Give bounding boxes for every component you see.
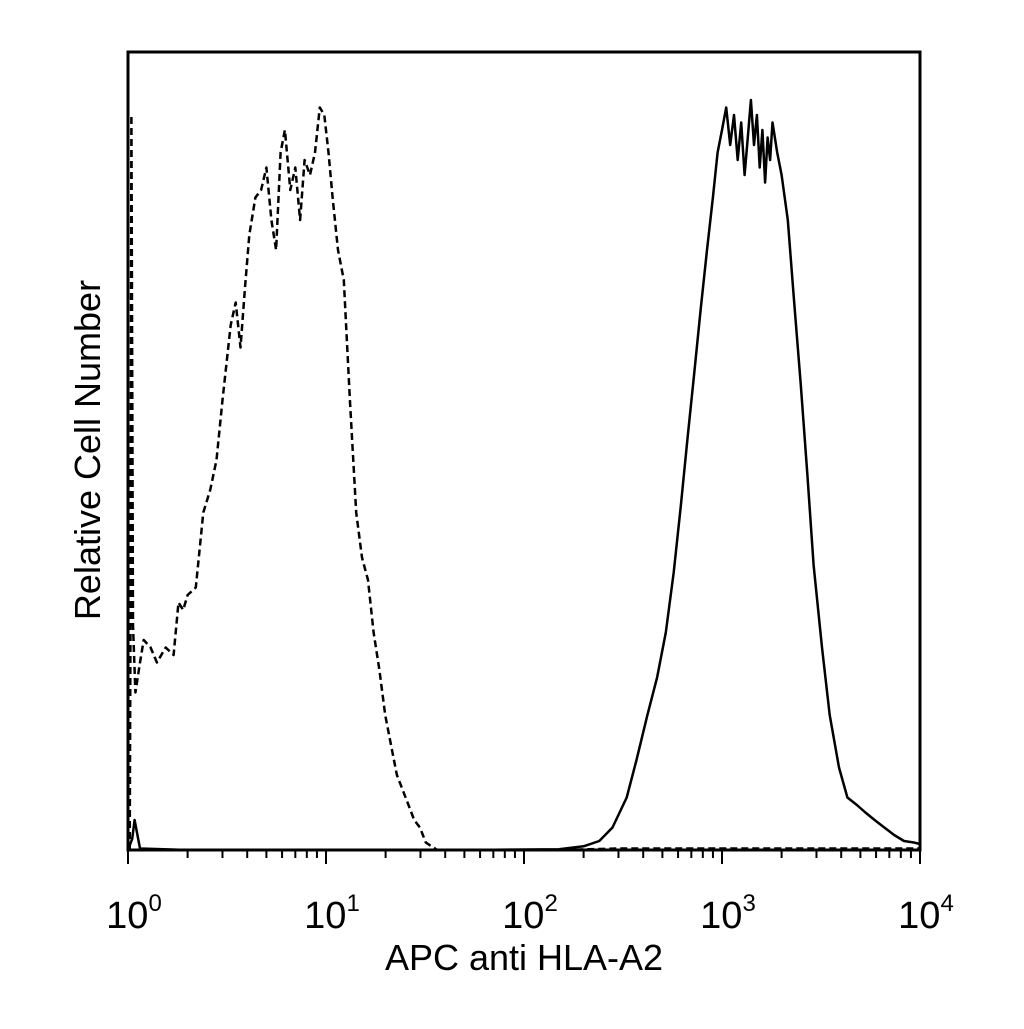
x-tick-label: 103 — [700, 890, 756, 937]
x-tick-label-base: 10 — [700, 895, 742, 937]
x-tick-label: 104 — [898, 890, 954, 937]
x-tick-label-base: 10 — [502, 895, 544, 937]
series-dashed-line — [128, 106, 920, 852]
x-tick-label-base: 10 — [106, 895, 148, 937]
x-axis-ticks — [127, 850, 921, 864]
x-tick-label: 100 — [106, 890, 162, 937]
series-layer — [126, 98, 921, 852]
x-tick-label-exponent: 3 — [742, 890, 755, 917]
x-tick-label: 102 — [502, 890, 558, 937]
x-tick-label-exponent: 2 — [544, 890, 557, 917]
x-tick-label-base: 10 — [898, 895, 940, 937]
series-solid-line — [126, 98, 921, 852]
x-axis-tick-labels: 100 101 102 103 104 — [106, 890, 954, 937]
x-tick-label-exponent: 1 — [346, 890, 359, 917]
x-tick-label-exponent: 4 — [940, 890, 953, 917]
y-axis-title: Relative Cell Number — [67, 280, 108, 620]
x-tick-label: 101 — [304, 890, 360, 937]
x-tick-label-base: 10 — [304, 895, 346, 937]
x-axis-title: APC anti HLA-A2 — [385, 937, 663, 978]
x-tick-label-exponent: 0 — [148, 890, 161, 917]
